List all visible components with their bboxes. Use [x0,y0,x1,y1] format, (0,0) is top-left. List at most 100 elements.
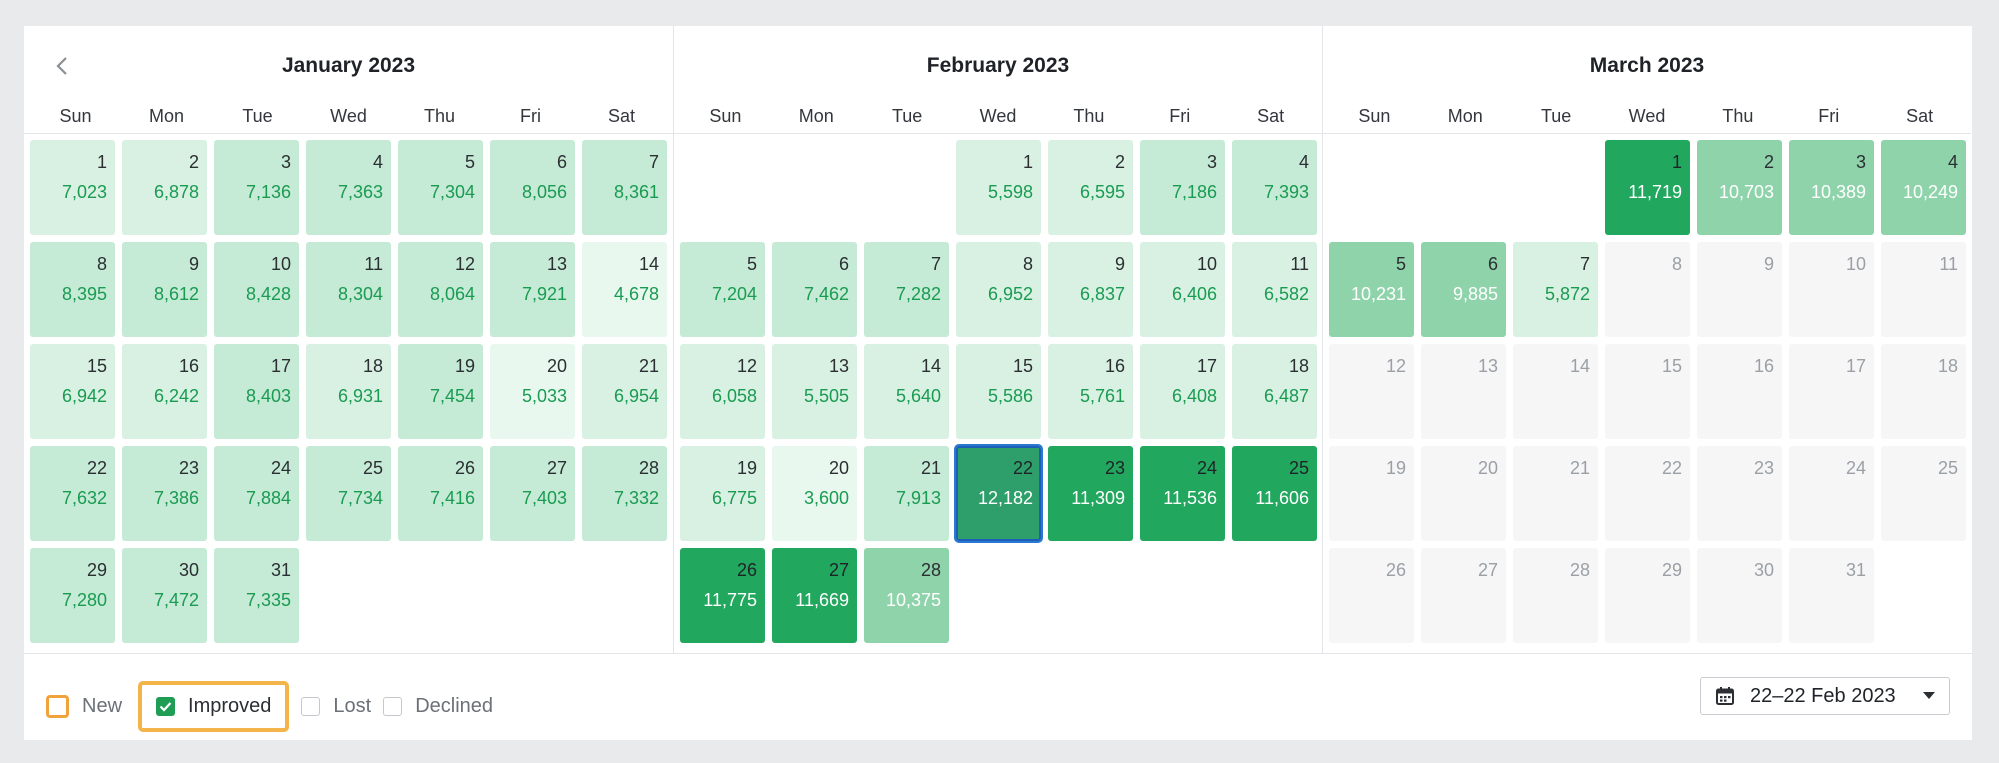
date-range-dropdown[interactable]: 22–22 Feb 2023 [1700,677,1950,715]
day-cell[interactable]: 6 7,462 [772,242,857,337]
day-cell[interactable]: 3 7,136 [214,140,299,235]
day-cell[interactable]: 30 7,472 [122,548,207,643]
checkbox-lost[interactable] [301,696,321,716]
day-cell[interactable]: 26 7,416 [398,446,483,541]
day-cell[interactable]: 23 7,386 [122,446,207,541]
day-cell[interactable]: 19 7,454 [398,344,483,439]
checkbox-new[interactable] [46,694,69,718]
prev-month-button[interactable] [48,52,76,80]
filter-lost[interactable]: Lost [301,695,371,718]
day-cell[interactable]: 23 11,309 [1048,446,1133,541]
day-cell[interactable]: 22 7,632 [30,446,115,541]
day-cell[interactable]: 1 7,023 [30,140,115,235]
day-cell[interactable]: 25 11,606 [1232,446,1317,541]
day-cell[interactable]: 14 5,640 [864,344,949,439]
checkbox-improved[interactable] [156,696,176,716]
day-cell[interactable]: 13 5,505 [772,344,857,439]
day-cell[interactable]: 5 10,231 [1329,242,1414,337]
day-cell[interactable]: 4 7,363 [306,140,391,235]
day-cell[interactable]: 15 [1605,344,1690,439]
day-cell[interactable]: 25 [1881,446,1966,541]
day-cell[interactable]: 27 7,403 [490,446,575,541]
day-cell[interactable]: 13 [1421,344,1506,439]
day-cell[interactable]: 26 [1329,548,1414,643]
checkbox-declined[interactable] [383,696,403,716]
day-cell[interactable]: 31 7,335 [214,548,299,643]
day-cell[interactable]: 29 [1605,548,1690,643]
day-cell[interactable]: 14 [1513,344,1598,439]
day-cell[interactable]: 5 7,304 [398,140,483,235]
day-cell[interactable]: 15 6,942 [30,344,115,439]
day-cell[interactable]: 17 [1789,344,1874,439]
day-cell[interactable]: 24 11,536 [1140,446,1225,541]
day-cell[interactable]: 21 6,954 [582,344,667,439]
day-cell[interactable]: 9 6,837 [1048,242,1133,337]
day-cell[interactable]: 19 [1329,446,1414,541]
day-cell[interactable]: 12 [1329,344,1414,439]
day-cell[interactable]: 20 [1421,446,1506,541]
day-cell[interactable]: 2 10,703 [1697,140,1782,235]
day-cell[interactable]: 8 [1605,242,1690,337]
day-cell[interactable]: 11 [1881,242,1966,337]
day-cell[interactable]: 12 8,064 [398,242,483,337]
day-cell[interactable]: 18 6,931 [306,344,391,439]
day-cell[interactable]: 8 6,952 [956,242,1041,337]
day-cell[interactable]: 5 7,204 [680,242,765,337]
day-cell[interactable]: 20 5,033 [490,344,575,439]
day-cell[interactable]: 28 7,332 [582,446,667,541]
day-cell[interactable]: 17 8,403 [214,344,299,439]
day-cell[interactable]: 30 [1697,548,1782,643]
day-cell[interactable]: 14 4,678 [582,242,667,337]
day-cell-selected[interactable]: 22 12,182 [954,444,1043,543]
day-cell[interactable]: 10 8,428 [214,242,299,337]
day-cell[interactable]: 21 [1513,446,1598,541]
day-cell[interactable]: 7 8,361 [582,140,667,235]
day-cell[interactable]: 17 6,408 [1140,344,1225,439]
day-cell[interactable]: 3 7,186 [1140,140,1225,235]
day-cell[interactable]: 27 [1421,548,1506,643]
day-cell[interactable]: 29 7,280 [30,548,115,643]
day-cell[interactable]: 31 [1789,548,1874,643]
day-cell[interactable]: 8 8,395 [30,242,115,337]
day-cell[interactable]: 1 5,598 [956,140,1041,235]
day-cell[interactable]: 6 9,885 [1421,242,1506,337]
day-cell[interactable]: 22 [1605,446,1690,541]
day-cell[interactable]: 23 [1697,446,1782,541]
day-cell[interactable]: 6 8,056 [490,140,575,235]
day-cell[interactable]: 13 7,921 [490,242,575,337]
day-cell[interactable]: 9 [1697,242,1782,337]
filter-improved[interactable]: Improved [138,680,290,732]
day-cell[interactable]: 27 11,669 [772,548,857,643]
day-cell[interactable]: 4 10,249 [1881,140,1966,235]
day-cell[interactable]: 19 6,775 [680,446,765,541]
day-cell[interactable]: 28 [1513,548,1598,643]
day-cell[interactable]: 4 7,393 [1232,140,1317,235]
day-cell[interactable]: 18 [1881,344,1966,439]
day-cell[interactable]: 25 7,734 [306,446,391,541]
day-cell[interactable]: 11 8,304 [306,242,391,337]
day-cell[interactable]: 28 10,375 [864,548,949,643]
day-cell[interactable]: 12 6,058 [680,344,765,439]
day-cell[interactable]: 16 6,242 [122,344,207,439]
day-cell[interactable]: 20 3,600 [772,446,857,541]
filter-declined[interactable]: Declined [383,695,493,718]
day-cell[interactable]: 21 7,913 [864,446,949,541]
day-cell[interactable]: 24 [1789,446,1874,541]
day-cell[interactable]: 7 7,282 [864,242,949,337]
day-cell[interactable]: 1 11,719 [1605,140,1690,235]
day-cell[interactable]: 18 6,487 [1232,344,1317,439]
day-cell[interactable]: 7 5,872 [1513,242,1598,337]
filter-new[interactable]: New [46,694,122,718]
day-cell[interactable]: 15 5,586 [956,344,1041,439]
day-cell[interactable]: 16 5,761 [1048,344,1133,439]
day-cell[interactable]: 2 6,595 [1048,140,1133,235]
day-cell[interactable]: 2 6,878 [122,140,207,235]
day-cell[interactable]: 11 6,582 [1232,242,1317,337]
day-cell[interactable]: 3 10,389 [1789,140,1874,235]
day-cell[interactable]: 16 [1697,344,1782,439]
day-cell[interactable]: 26 11,775 [680,548,765,643]
day-cell[interactable]: 24 7,884 [214,446,299,541]
day-cell[interactable]: 10 6,406 [1140,242,1225,337]
day-cell[interactable]: 9 8,612 [122,242,207,337]
day-cell[interactable]: 10 [1789,242,1874,337]
